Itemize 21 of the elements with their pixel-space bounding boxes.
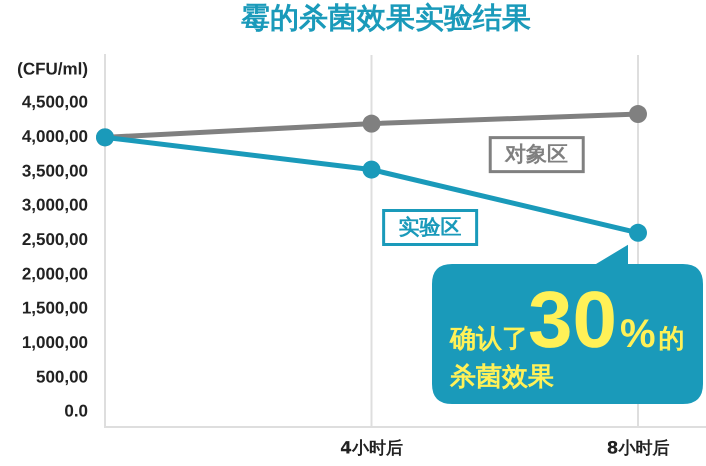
y-tick-label: 2,000,00: [22, 264, 88, 284]
y-tick-label: 3,000,00: [22, 196, 88, 215]
series-label: 实验区: [398, 214, 462, 239]
y-tick-label: 2,500,00: [22, 230, 88, 249]
point: [362, 160, 380, 179]
y-tick-label: 0.0: [64, 402, 88, 421]
x-tick-label: 8小时后: [606, 438, 670, 459]
y-tick-label: 1,500,00: [22, 298, 88, 318]
point: [362, 114, 380, 133]
text: 确认了30%的杀菌效果: [450, 275, 685, 392]
y-tick-label: 4,000,00: [22, 127, 88, 146]
point: [629, 224, 647, 242]
point: [629, 105, 647, 124]
chart-title: 霉的杀菌效果实验结果: [241, 0, 531, 35]
y-tick-label: 1,000,00: [22, 332, 88, 352]
y-tick-label: 500,00: [36, 367, 88, 386]
y-tick-label: 4,500,00: [22, 92, 88, 112]
y-tick-label: 3,500,00: [22, 161, 88, 180]
y-axis-title: (CFU/ml): [17, 60, 88, 79]
series-label: 对象区: [504, 142, 568, 166]
x-tick-label: 4小时后: [340, 438, 403, 459]
